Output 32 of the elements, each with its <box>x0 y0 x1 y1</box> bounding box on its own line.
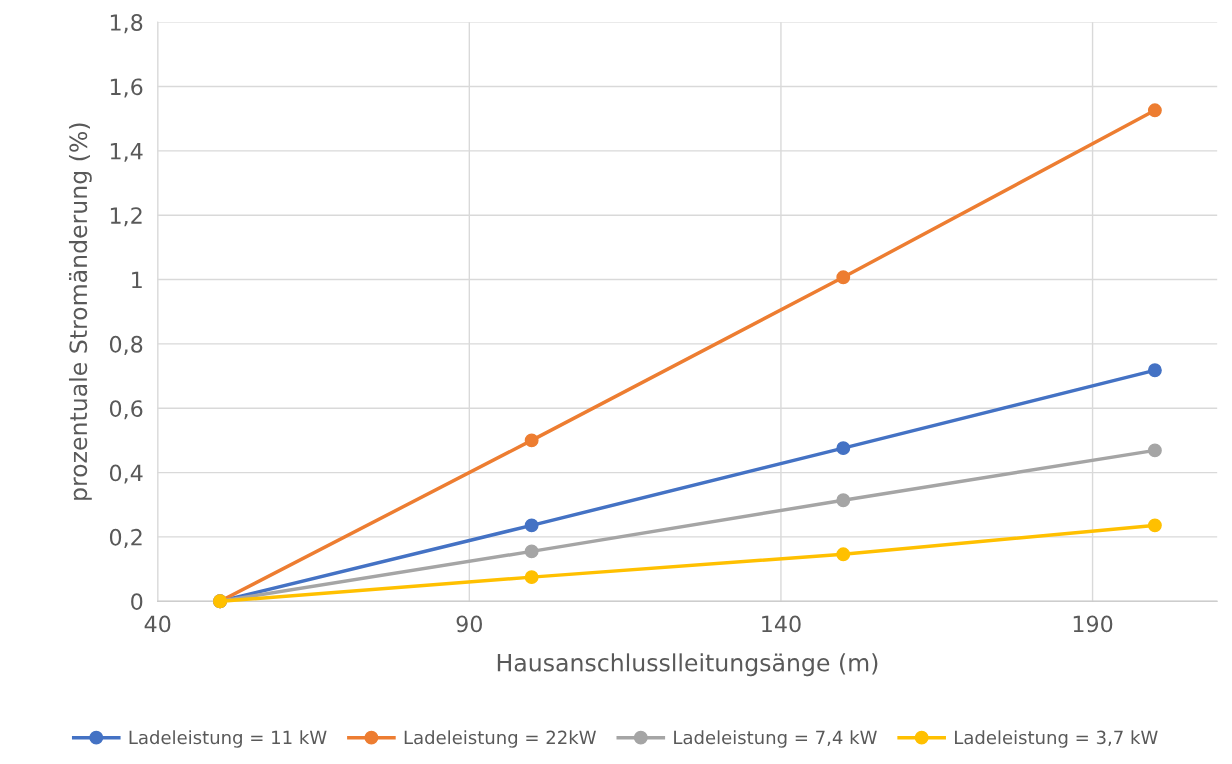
y-tick-label: 1,4 <box>110 143 143 162</box>
point <box>524 518 539 533</box>
x-tick-label: 140 <box>762 615 801 633</box>
x-tick-label: 90 <box>456 615 482 633</box>
point <box>524 544 539 559</box>
x-tick-label: 40 <box>144 615 171 633</box>
point <box>836 441 851 456</box>
point <box>1147 103 1162 118</box>
point <box>1147 518 1162 533</box>
y-tick-label: 0,4 <box>109 464 143 484</box>
legend-label: Ladeleistung = 7,4 kW <box>674 730 877 748</box>
y-tick-label: 1 <box>132 271 142 288</box>
y-axis-title: prozentuale Stromänderung (%) <box>68 123 92 500</box>
point <box>524 570 539 585</box>
y-tick-label: 0 <box>131 593 143 611</box>
point <box>1147 363 1162 378</box>
x-tick-label: 190 <box>1073 615 1113 633</box>
y-tick-label: 0,2 <box>109 528 142 548</box>
x-axis-title: Hausanschlusslleitungsänge (m) <box>497 653 878 677</box>
point <box>836 547 851 562</box>
y-tick-label: 0,6 <box>109 400 143 420</box>
legend-label: Ladeleistung = 3,7 kW <box>955 730 1158 748</box>
y-tick-label: 0,8 <box>109 335 143 355</box>
y-tick-label: 1,2 <box>110 207 142 227</box>
point <box>836 493 851 508</box>
y-tick-label: 1,8 <box>110 14 143 34</box>
legend-label: Ladeleistung = 22kW <box>404 730 596 748</box>
point <box>524 433 539 448</box>
point <box>1147 443 1162 458</box>
legend-label: Ladeleistung = 11 kW <box>129 730 327 748</box>
point <box>836 270 851 285</box>
y-tick-label: 1,6 <box>110 78 143 98</box>
